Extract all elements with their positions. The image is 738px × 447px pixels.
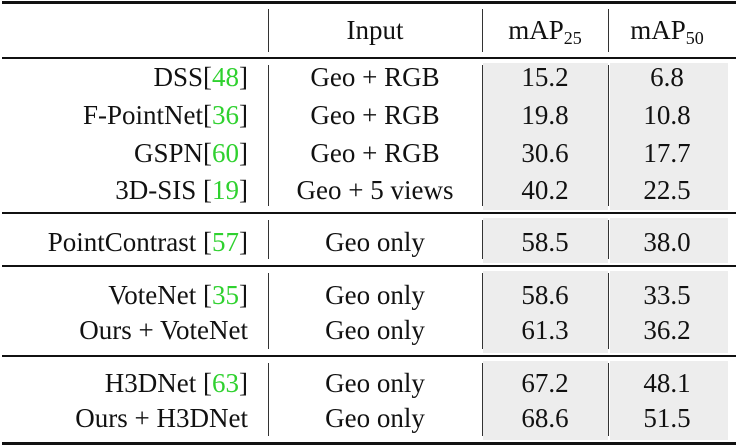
citation: 57 (212, 227, 239, 257)
shaded-cell (610, 63, 728, 210)
header-cell: mAP50 (517, 13, 738, 48)
map50-cell: 36.2 (643, 315, 691, 345)
citation: 48 (212, 62, 239, 92)
bracket: ] (239, 100, 248, 130)
method-cell: PointContrast [57] (48, 225, 248, 259)
header-cell: Input (346, 15, 404, 45)
header-subscript: 25 (563, 28, 582, 48)
column-divider (482, 363, 483, 436)
map50-cell: 10.8 (643, 100, 691, 130)
method-name: F-PointNet[ (82, 100, 212, 130)
shaded-cell (483, 361, 608, 440)
method-cell: 3D-SIS [19] (115, 173, 248, 207)
input-cell: Geo only (325, 227, 425, 257)
method-name: 3D-SIS [ (115, 175, 212, 205)
column-divider (482, 65, 483, 206)
bracket: ] (239, 175, 248, 205)
column-divider (608, 220, 609, 259)
map25-cell: 19.8 (521, 100, 569, 130)
bracket: ] (239, 138, 248, 168)
column-divider (608, 9, 609, 52)
rule (2, 355, 736, 357)
bracket: ] (239, 62, 248, 92)
method-name: H3DNet [ (104, 368, 212, 398)
citation: 63 (212, 368, 239, 398)
column-divider (482, 220, 483, 259)
input-cell: Geo only (325, 315, 425, 345)
column-divider (482, 9, 483, 52)
method-name: Ours + VoteNet (79, 315, 248, 345)
bracket: ] (239, 280, 248, 310)
rule (2, 212, 736, 214)
citation: 35 (212, 280, 239, 310)
method-name: DSS[ (153, 62, 212, 92)
map25-cell: 15.2 (521, 62, 569, 92)
method-name: GSPN[ (133, 138, 212, 168)
citation: 60 (212, 138, 239, 168)
column-divider (268, 273, 269, 349)
method-name: VoteNet [ (108, 280, 212, 310)
map50-cell: 6.8 (650, 62, 684, 92)
input-cell: Geo only (325, 403, 425, 433)
map25-cell: 58.5 (521, 227, 569, 257)
map50-cell: 17.7 (643, 138, 691, 168)
citation: 19 (212, 175, 239, 205)
top-rule (2, 1, 736, 4)
header-text: mAP (630, 15, 686, 45)
column-divider (482, 273, 483, 349)
map50-cell: 48.1 (643, 368, 691, 398)
shaded-cell (610, 271, 728, 353)
map25-cell: 67.2 (521, 368, 569, 398)
map50-cell: 51.5 (643, 403, 691, 433)
shaded-cell (483, 271, 608, 353)
map25-cell: 61.3 (521, 315, 569, 345)
method-cell: GSPN[60] (134, 136, 248, 170)
method-cell: H3DNet [63] (105, 366, 248, 400)
method-cell: Ours + VoteNet (79, 313, 248, 347)
header-subscript: 50 (685, 28, 704, 48)
method-cell: DSS[48] (153, 60, 248, 94)
shaded-cell (610, 361, 728, 440)
column-divider (608, 65, 609, 206)
bracket: ] (239, 227, 248, 257)
header-text: mAP (508, 15, 564, 45)
column-divider (608, 273, 609, 349)
map25-cell: 30.6 (521, 138, 569, 168)
method-name: PointContrast [ (47, 227, 212, 257)
input-cell: Geo only (325, 368, 425, 398)
column-divider (608, 363, 609, 436)
bracket: ] (239, 368, 248, 398)
method-cell: VoteNet [35] (108, 278, 248, 312)
shaded-cell (483, 218, 608, 263)
shaded-cell (483, 63, 608, 210)
map50-cell: 38.0 (643, 227, 691, 257)
column-divider (268, 220, 269, 259)
map25-cell: 40.2 (521, 175, 569, 205)
shaded-cell (610, 218, 728, 263)
rule (2, 265, 736, 267)
map25-cell: 58.6 (521, 280, 569, 310)
column-divider (268, 363, 269, 436)
input-cell: Geo + RGB (310, 62, 440, 92)
input-cell: Geo only (325, 280, 425, 310)
map50-cell: 22.5 (643, 175, 691, 205)
input-cell: Geo + RGB (310, 138, 440, 168)
method-cell: F-PointNet[36] (83, 98, 248, 132)
map25-cell: 68.6 (521, 403, 569, 433)
rule (2, 57, 736, 59)
bottom-rule (2, 442, 736, 445)
column-divider (268, 9, 269, 52)
method-cell: Ours + H3DNet (75, 401, 248, 435)
column-divider (268, 65, 269, 206)
method-name: Ours + H3DNet (75, 403, 248, 433)
citation: 36 (212, 100, 239, 130)
map50-cell: 33.5 (643, 280, 691, 310)
input-cell: Geo + 5 views (296, 175, 454, 205)
header-cell: mAP25 (395, 13, 695, 48)
input-cell: Geo + RGB (310, 100, 440, 130)
